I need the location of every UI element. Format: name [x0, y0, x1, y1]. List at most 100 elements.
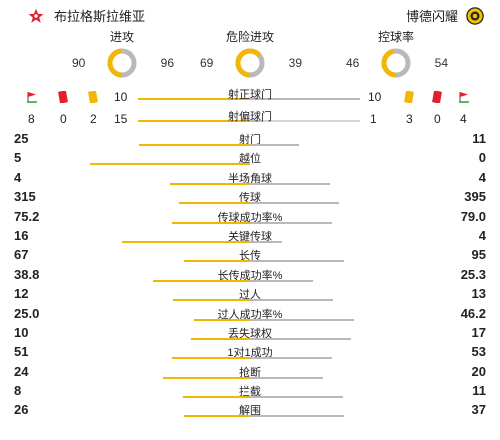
stat-label: 半场角球: [228, 172, 272, 185]
corner-flag-icon: [459, 92, 469, 103]
stat-home-bar: [122, 240, 250, 243]
away-corners-count: 4: [460, 112, 467, 126]
shots-on-target-away: 10: [368, 90, 382, 104]
corner-flag-icon: [27, 92, 37, 103]
red-star-crest-icon: [28, 8, 44, 23]
donut-possession: 控球率 46 54: [336, 30, 456, 80]
stat-label: 抢断: [239, 366, 261, 379]
stat-label: 过人成功率%: [217, 308, 283, 321]
stat-away-bar: [250, 144, 299, 146]
shots-off-target-row: 8 0 2 15 射偏球门 1 3 0 4: [0, 111, 500, 128]
stat-home-bar: [193, 318, 250, 321]
stat-home-bar: [190, 337, 250, 340]
home-yellow-count: 2: [90, 112, 97, 126]
red-card-icon: [58, 91, 68, 103]
stat-home-value: 38.8: [14, 266, 40, 282]
stats-list: 25 射门 11 5 越位 0 4 半场角球 4 315 传球 395 75.2 传球成功率% 79.0 16…: [0, 129, 500, 420]
stat-label: 解围: [239, 405, 261, 418]
stat-row: 24 抢断 20: [0, 362, 500, 381]
stat-home-value: 67: [14, 247, 29, 263]
stat-away-value: 17: [471, 324, 486, 340]
donut-dangerous-attack: 危险进攻 69 39: [190, 30, 310, 80]
donut-home-value: 90: [72, 56, 86, 70]
stat-row: 16 关键传球 4: [0, 226, 500, 245]
stat-label: 长传: [239, 250, 261, 263]
stat-label: 长传成功率%: [217, 269, 283, 282]
stat-label: 传球成功率%: [217, 211, 283, 224]
stat-away-value: 25.3: [460, 266, 486, 282]
stat-label: 关键传球: [228, 230, 272, 243]
donut-attack: 进攻 90 96: [62, 30, 182, 80]
stat-home-bar: [179, 202, 250, 205]
stat-away-value: 0: [478, 150, 486, 166]
stat-label: 拦截: [239, 386, 261, 399]
donut-home-value: 46: [346, 56, 360, 70]
stat-home-bar: [171, 357, 250, 360]
stat-row: 12 过人 13: [0, 284, 500, 303]
stat-home-value: 51: [14, 344, 29, 360]
shots-on-target-row: 10 射正球门 10: [0, 89, 500, 106]
donut-chart: [381, 48, 411, 78]
stat-away-value: 4: [478, 227, 486, 243]
stat-home-bar: [90, 163, 250, 166]
stat-home-bar: [173, 299, 250, 302]
stat-home-bar: [162, 376, 250, 379]
stat-label: 丢失球权: [228, 327, 272, 340]
stat-away-bar: [250, 202, 339, 205]
stat-away-bar: [250, 279, 314, 282]
stat-home-bar: [170, 182, 250, 185]
yellow-card-icon: [404, 91, 414, 103]
stat-away-bar: [250, 376, 323, 379]
donut-away-value: 54: [434, 56, 448, 70]
stat-away-bar: [250, 182, 330, 185]
yellow-crest-icon: [466, 6, 484, 25]
stat-home-bar: [183, 260, 250, 263]
stat-home-value: 12: [14, 286, 29, 302]
stat-home-value: 25.0: [14, 305, 40, 321]
stat-row: 25 射门 11: [0, 129, 500, 148]
stat-row: 10 丢失球权 17: [0, 323, 500, 342]
away-red-count: 0: [434, 112, 441, 126]
stat-label: 越位: [239, 153, 261, 166]
stat-home-bar: [138, 144, 250, 146]
stat-home-value: 5: [14, 150, 22, 166]
stat-away-bar: [250, 240, 282, 243]
donut-home-value: 69: [200, 56, 214, 70]
shots-off-target-home-bar: [138, 120, 249, 122]
away-team-name: 博德闪耀: [405, 9, 458, 24]
home-team[interactable]: 布拉格斯拉维亚: [28, 6, 145, 25]
stat-label: 射门: [239, 134, 261, 146]
red-card-icon: [432, 91, 442, 103]
stat-home-value: 4: [14, 169, 22, 185]
stat-away-value: 13: [471, 286, 486, 302]
stat-row: 25.0 过人成功率% 46.2: [0, 304, 500, 323]
shots-on-target-label: 射正球门: [228, 89, 272, 101]
stat-away-value: 46.2: [460, 305, 486, 321]
donut-chart: [107, 48, 137, 78]
stat-home-value: 26: [14, 402, 29, 418]
stat-label: 传球: [239, 192, 261, 205]
stat-away-bar: [250, 415, 344, 418]
shots-off-target-label: 射偏球门: [228, 111, 272, 123]
yellow-card-icon: [88, 91, 98, 103]
stat-home-value: 75.2: [14, 208, 40, 224]
away-team[interactable]: 博德闪耀: [406, 6, 484, 25]
stat-away-bar: [250, 337, 351, 340]
stat-label: 1对1成功: [227, 347, 273, 360]
away-yellow-count: 3: [406, 112, 413, 126]
donut-title: 控球率: [377, 30, 414, 44]
stat-away-value: 95: [471, 247, 486, 263]
stat-home-bar: [183, 415, 250, 418]
stat-row: 67 长传 95: [0, 245, 500, 264]
stat-away-bar: [250, 396, 343, 399]
stat-home-bar: [182, 396, 250, 399]
stat-home-value: 25: [14, 131, 29, 146]
stat-away-bar: [250, 318, 354, 321]
donut-away-value: 96: [160, 56, 174, 70]
home-team-name: 布拉格斯拉维亚: [54, 9, 146, 24]
stat-home-value: 8: [14, 383, 22, 399]
stat-away-value: 395: [464, 189, 486, 205]
stat-away-value: 37: [471, 402, 486, 418]
stat-row: 8 拦截 11: [0, 381, 500, 400]
stat-away-bar: [250, 260, 344, 263]
